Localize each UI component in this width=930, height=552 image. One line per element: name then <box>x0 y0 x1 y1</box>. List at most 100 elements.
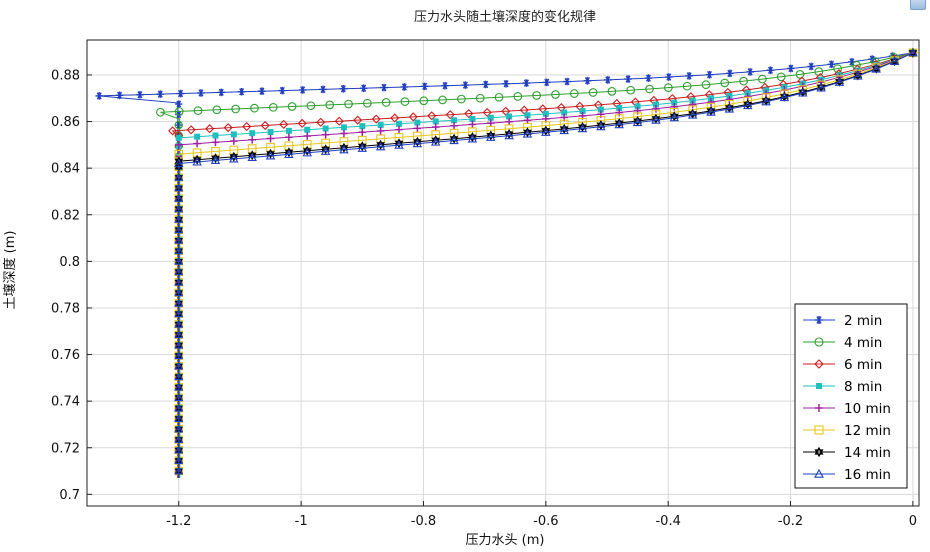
data-point-marker <box>242 121 252 132</box>
data-point-marker <box>541 127 551 136</box>
data-point-marker <box>559 125 569 135</box>
data-point-marker <box>325 100 335 110</box>
data-point-marker <box>578 117 587 127</box>
data-point-marker <box>362 98 372 108</box>
legend-entry[interactable]: 14 min <box>803 445 891 461</box>
data-point-marker <box>776 72 786 82</box>
data-point-marker <box>174 298 184 307</box>
data-point-marker <box>464 108 474 119</box>
y-tick-label: 0.86 <box>51 115 80 130</box>
data-point-marker <box>579 108 586 115</box>
data-point-marker <box>795 70 805 79</box>
x-tick-label: -0.4 <box>655 514 680 529</box>
data-point-marker <box>682 81 692 91</box>
legend-label: 8 min <box>844 379 882 395</box>
data-point-marker <box>551 90 560 99</box>
data-point-marker <box>174 392 184 402</box>
data-point-marker <box>174 267 184 276</box>
data-point-marker <box>375 141 386 151</box>
data-point-marker <box>339 144 349 154</box>
legend-entry[interactable]: 4 min <box>803 335 882 351</box>
data-point-marker <box>302 147 312 157</box>
data-point-marker <box>816 82 826 92</box>
data-point-marker <box>645 84 654 94</box>
x-tick-label: -0.6 <box>533 514 558 529</box>
data-point-marker <box>174 340 184 349</box>
data-point-marker <box>174 455 184 464</box>
data-point-marker <box>739 76 748 86</box>
data-point-marker <box>414 119 421 126</box>
data-point-marker <box>396 120 402 127</box>
data-point-marker <box>357 143 368 152</box>
data-point-marker <box>371 114 381 124</box>
data-point-marker <box>871 64 881 73</box>
data-point-marker <box>833 64 842 73</box>
data-point-marker <box>513 92 523 101</box>
data-point-marker <box>504 130 514 140</box>
data-point-marker <box>451 117 458 124</box>
data-point-marker <box>597 106 604 113</box>
data-point-marker <box>569 89 579 98</box>
x-tick-label: 0 <box>909 514 917 529</box>
data-point-marker <box>814 337 824 347</box>
data-point-marker <box>174 256 184 265</box>
data-point-marker <box>438 95 447 105</box>
data-point-marker <box>671 99 678 106</box>
data-point-marker <box>174 120 183 130</box>
data-point-marker <box>538 104 548 114</box>
data-point-marker <box>779 92 790 102</box>
data-point-marker <box>390 113 400 123</box>
data-point-marker <box>814 425 824 435</box>
legend-entry[interactable]: 6 min <box>803 357 882 373</box>
data-point-marker <box>194 133 201 140</box>
data-point-marker <box>334 116 344 126</box>
y-tick-label: 0.7 <box>59 488 80 503</box>
data-point-marker <box>487 114 494 121</box>
data-point-marker <box>725 102 734 111</box>
data-point-marker <box>394 140 404 149</box>
data-point-marker <box>542 110 549 117</box>
data-point-marker <box>607 87 617 96</box>
legend-entry[interactable]: 16 min <box>803 467 891 483</box>
legend-label: 6 min <box>844 357 882 373</box>
data-point-marker <box>758 74 767 84</box>
data-point-marker <box>532 91 541 100</box>
legend-entry[interactable]: 2 min <box>803 313 882 329</box>
data-point-marker <box>614 119 624 129</box>
y-tick-label: 0.8 <box>59 255 80 270</box>
data-point-marker <box>265 150 276 160</box>
data-point-marker <box>798 88 808 97</box>
legend-label: 10 min <box>844 401 891 417</box>
legend-entry[interactable]: 8 min <box>803 379 882 395</box>
plot-area <box>95 47 918 478</box>
data-point-marker <box>284 149 294 158</box>
data-point-marker <box>192 157 202 166</box>
data-point-marker <box>522 129 533 138</box>
data-point-marker <box>720 78 730 88</box>
series-line <box>178 52 914 478</box>
data-point-marker <box>626 85 636 95</box>
data-point-marker <box>304 126 311 133</box>
data-point-marker <box>174 277 184 286</box>
data-point-marker <box>353 115 363 125</box>
data-point-marker <box>706 107 716 116</box>
data-point-marker <box>316 117 326 127</box>
data-point-marker <box>174 424 184 433</box>
x-ticks: -1.2 -1 -0.8 -0.6 -0.4 -0.2 0 <box>166 501 917 529</box>
data-point-marker <box>212 132 219 139</box>
data-point-marker <box>724 104 735 113</box>
data-point-marker <box>687 110 698 119</box>
window-icon[interactable] <box>910 0 926 10</box>
legend-entry[interactable]: 12 min <box>803 423 891 439</box>
legend-entry[interactable]: 10 min <box>803 401 891 417</box>
data-point-marker <box>743 99 753 107</box>
data-point-marker <box>742 100 753 110</box>
data-point-marker <box>322 125 329 132</box>
data-point-marker <box>814 449 824 458</box>
data-point-marker <box>175 134 182 141</box>
data-point-marker <box>519 105 529 115</box>
data-point-marker <box>689 97 696 104</box>
data-point-marker <box>688 108 697 117</box>
data-point-marker <box>432 118 439 125</box>
data-point-marker <box>249 130 256 137</box>
